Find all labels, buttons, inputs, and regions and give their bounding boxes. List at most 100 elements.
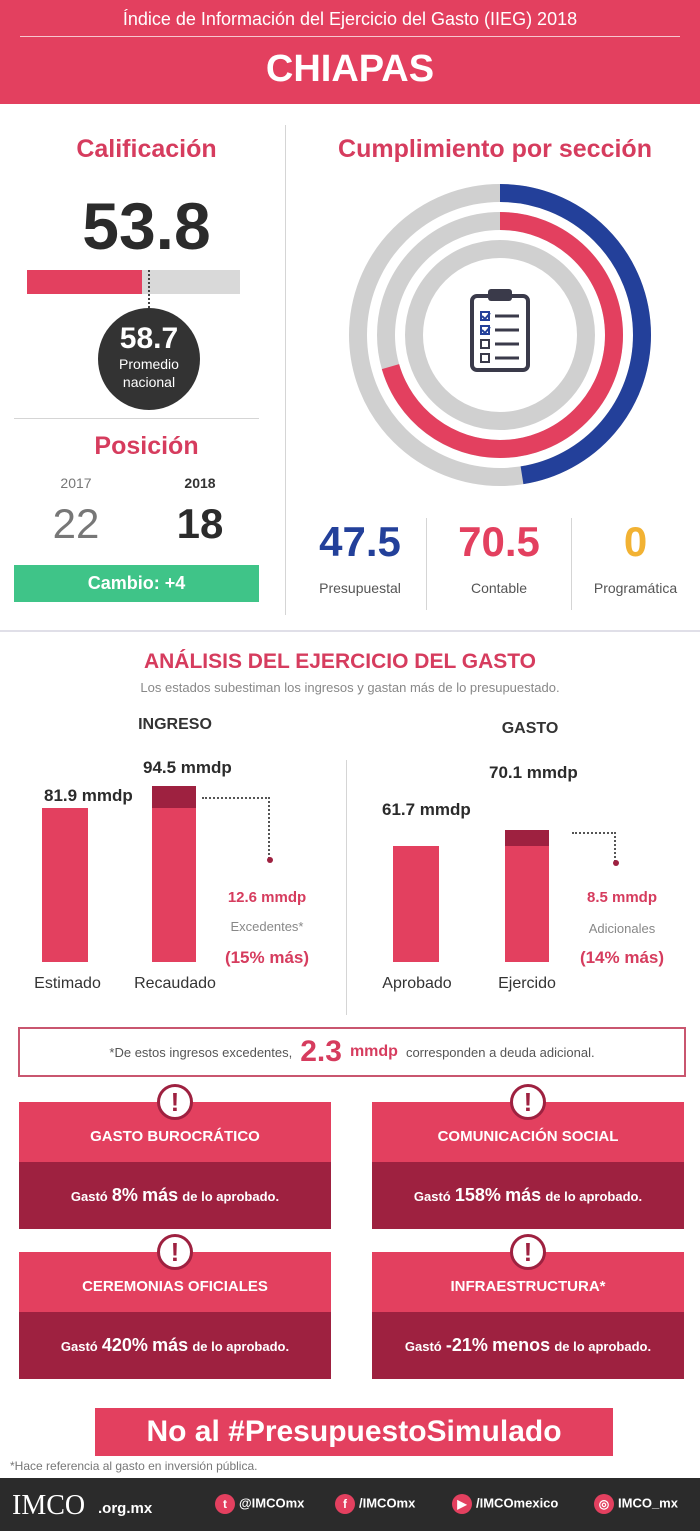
cambio-badge: Cambio: +4 — [14, 565, 259, 602]
cumplimiento-donut-chart — [349, 184, 651, 486]
twitter-handle: @IMCOmx — [239, 1495, 305, 1511]
posicion-year-curr: 2018 — [184, 475, 216, 491]
deuda-note-box: *De estos ingresos excedentes, 2.3 mmdp … — [18, 1027, 686, 1077]
ejercido-value: 70.1 mmdp — [489, 763, 578, 782]
presupuestal-value: 47.5 — [319, 518, 401, 565]
alert-pre: Gastó — [413, 1189, 451, 1204]
posicion-curr: 18 — [176, 500, 224, 547]
alert-exclamation-icon: ! — [157, 1234, 193, 1270]
aprobado-label: Aprobado — [382, 975, 452, 992]
aprobado-value: 61.7 mmdp — [382, 800, 471, 819]
facebook-handle: /IMCOmx — [359, 1495, 416, 1511]
alert-box-ceremonias-oficiales-body: Gastó 420% más de lo aprobado. — [19, 1312, 331, 1379]
footer: IMCO .org.mx t @IMCOmx f/IMCOmx ▶/IMCOmex… — [0, 1478, 700, 1531]
facebook-icon: f — [335, 1494, 355, 1514]
ring-track-programatica — [405, 240, 595, 430]
alert-word: más — [152, 1335, 189, 1355]
analisis-title: ANÁLISIS DEL EJERCICIO DEL GASTO — [143, 650, 537, 673]
alert-title: INFRAESTRUCTURA* — [450, 1278, 606, 1295]
alert-post: de lo aprobado. — [192, 1339, 290, 1354]
alert-box-comunicacion-social-body: Gastó 158% más de lo aprobado. — [372, 1162, 684, 1229]
ejercido-bar — [505, 846, 549, 962]
alert-box-gasto-burocratico-body: Gastó 8% más de lo aprobado. — [19, 1162, 331, 1229]
deuda-note-value: 2.3 — [300, 1035, 342, 1068]
analisis-subtitle: Los estados subestiman los ingresos y ga… — [140, 680, 560, 695]
alert-pct: 420% — [101, 1335, 148, 1355]
ejercido-label: Ejercido — [498, 975, 556, 992]
stat-divider-1 — [426, 518, 427, 610]
instagram-icon: ◎ — [594, 1494, 614, 1514]
slogan-banner: No al #PresupuestoSimulado — [95, 1408, 613, 1456]
recaudado-label: Recaudado — [134, 975, 216, 992]
header-banner — [0, 0, 700, 104]
section-divider-vertical — [285, 125, 286, 615]
section-divider-left — [14, 418, 259, 419]
facebook-link[interactable]: f/IMCOmx — [335, 1494, 415, 1514]
gasto-diff-pct: (14% más) — [579, 948, 665, 967]
ingreso-diff-label: Excedentes* — [230, 919, 304, 934]
national-average-label-2: nacional — [122, 374, 176, 390]
presupuestal-label: Presupuestal — [319, 580, 401, 596]
header-divider — [20, 36, 680, 37]
alert-pct: -21% — [445, 1335, 488, 1355]
youtube-link[interactable]: ▶/IMCOmexico — [452, 1494, 558, 1514]
instagram-link[interactable]: ◎ IMCO_mx — [594, 1494, 678, 1514]
alert-pre: Gastó — [404, 1339, 442, 1354]
alert-post: de lo aprobado. — [545, 1189, 643, 1204]
ejercido-excess-bar — [505, 830, 549, 846]
ingreso-connector — [202, 797, 270, 859]
gasto-diff-label: Adicionales — [588, 921, 656, 936]
alert-exclamation-icon: ! — [510, 1084, 546, 1120]
alert-word: menos — [492, 1335, 551, 1355]
imco-domain: .org.mx — [98, 1500, 153, 1517]
national-marker-line — [148, 270, 150, 312]
contable-label: Contable — [470, 580, 528, 596]
twitter-link[interactable]: t @IMCOmx — [215, 1494, 304, 1514]
national-average-value: 58.7 — [119, 322, 179, 355]
alert-pre: Gastó — [70, 1189, 108, 1204]
twitter-icon: t — [215, 1494, 235, 1514]
youtube-handle: /IMCOmexico — [476, 1495, 559, 1511]
score-bar-fill — [27, 270, 142, 294]
aprobado-bar — [393, 846, 439, 962]
deuda-note-pre: *De estos ingresos excedentes, — [109, 1044, 293, 1060]
youtube-icon: ▶ — [452, 1494, 472, 1514]
alert-exclamation-icon: ! — [510, 1234, 546, 1270]
score-bar-track — [142, 270, 240, 294]
footnote: *Hace referencia al gasto en inversión p… — [10, 1459, 258, 1473]
national-average-label-1: Promedio — [119, 356, 179, 372]
imco-logo: IMCO — [12, 1490, 86, 1521]
ingreso-connector-dot — [267, 857, 273, 863]
gasto-connector-dot — [613, 860, 619, 866]
alert-exclamation-icon: ! — [157, 1084, 193, 1120]
recaudado-excess-bar — [152, 786, 196, 808]
alert-title: CEREMONIAS OFICIALES — [82, 1278, 268, 1295]
deuda-note-post: corresponden a deuda adicional. — [405, 1044, 595, 1060]
recaudado-value: 94.5 mmdp — [143, 758, 232, 777]
alert-word: más — [505, 1185, 542, 1205]
analisis-divider — [346, 760, 347, 1015]
alert-pct: 158% — [454, 1185, 501, 1205]
instagram-handle: IMCO_mx — [618, 1495, 678, 1511]
alert-title: COMUNICACIÓN SOCIAL — [437, 1128, 619, 1145]
programatica-value: 0 — [623, 518, 648, 565]
state-title: CHIAPAS — [265, 48, 435, 90]
recaudado-bar — [152, 808, 196, 962]
contable-value: 70.5 — [458, 518, 540, 565]
estimado-label: Estimado — [34, 975, 101, 992]
clipboard-checklist-icon — [470, 289, 530, 372]
alert-post: de lo aprobado. — [182, 1189, 280, 1204]
cumplimiento-title: Cumplimiento por sección — [338, 135, 652, 163]
ring-contable — [377, 212, 623, 458]
gasto-connector — [572, 832, 616, 862]
ingreso-diff-pct: (15% más) — [224, 948, 310, 967]
posicion-title: Posición — [94, 432, 199, 460]
ingreso-diff-value: 12.6 mmdp — [227, 889, 307, 906]
header-subtitle: Índice de Información del Ejercicio del … — [122, 9, 578, 29]
alert-post: de lo aprobado. — [554, 1339, 652, 1354]
calificacion-score: 53.8 — [82, 189, 211, 263]
alert-title: GASTO BUROCRÁTICO — [90, 1128, 260, 1145]
alert-pct: 8% — [111, 1185, 138, 1205]
deuda-note-unit: mmdp — [349, 1043, 398, 1060]
programatica-label: Programática — [593, 580, 678, 596]
